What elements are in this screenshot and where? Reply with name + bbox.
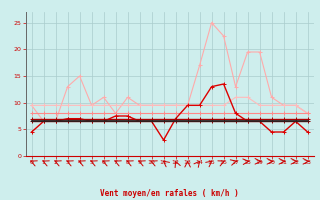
Text: Vent moyen/en rafales ( km/h ): Vent moyen/en rafales ( km/h ): [100, 189, 239, 198]
